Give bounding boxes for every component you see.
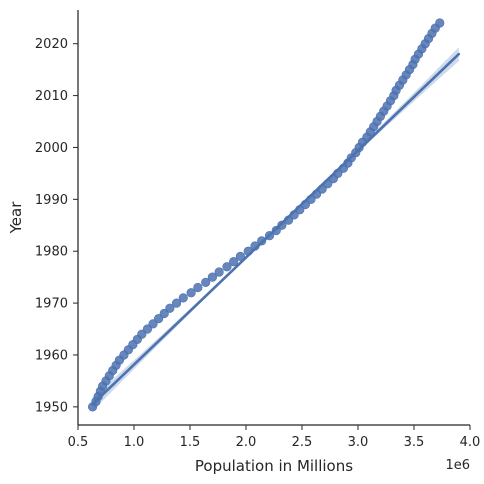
data-point bbox=[222, 262, 232, 272]
data-point bbox=[257, 236, 267, 246]
data-point bbox=[264, 231, 275, 241]
data-point bbox=[229, 256, 239, 267]
x-axis-ticks: 0.5 1.0 1.5 2.0 2.5 3.0 3.5 4.0 bbox=[68, 425, 481, 450]
y-tick-label: 1960 bbox=[35, 348, 68, 363]
x-tick-label: 3.5 bbox=[404, 435, 425, 450]
x-axis-label: Population in Millions bbox=[195, 457, 353, 475]
x-tick-label: 3.0 bbox=[348, 435, 369, 450]
y-tick-label: 1970 bbox=[35, 297, 68, 312]
y-tick-label: 2020 bbox=[35, 37, 68, 52]
y-tick-label: 2000 bbox=[35, 141, 68, 156]
y-tick-label: 1980 bbox=[35, 245, 68, 260]
data-point bbox=[435, 18, 445, 28]
x-tick-label: 2.0 bbox=[236, 435, 257, 450]
x-tick-label: 0.5 bbox=[68, 435, 89, 450]
data-point bbox=[165, 303, 175, 313]
y-tick-label: 2010 bbox=[35, 89, 68, 104]
data-point bbox=[235, 251, 245, 262]
data-point bbox=[250, 241, 260, 251]
data-point bbox=[207, 272, 217, 282]
data-point bbox=[178, 293, 188, 303]
data-point bbox=[186, 288, 196, 298]
y-axis-label: Year bbox=[7, 201, 25, 235]
data-point bbox=[214, 267, 224, 277]
y-tick-label: 1990 bbox=[35, 193, 68, 208]
x-axis-offset-label: 1e6 bbox=[445, 458, 470, 473]
data-point bbox=[171, 298, 182, 308]
x-tick-label: 1.0 bbox=[124, 435, 145, 450]
x-tick-label: 4.0 bbox=[460, 435, 481, 450]
scatter-points-layer bbox=[87, 18, 445, 412]
data-point bbox=[201, 277, 211, 287]
y-tick-label: 1950 bbox=[35, 400, 68, 415]
x-tick-label: 2.5 bbox=[292, 435, 313, 450]
data-point bbox=[277, 220, 287, 230]
data-point bbox=[193, 282, 203, 293]
data-point bbox=[243, 246, 253, 256]
y-axis-ticks: 1950 1960 1970 1980 1990 2000 2010 2020 bbox=[35, 37, 78, 415]
x-tick-label: 1.5 bbox=[180, 435, 201, 450]
